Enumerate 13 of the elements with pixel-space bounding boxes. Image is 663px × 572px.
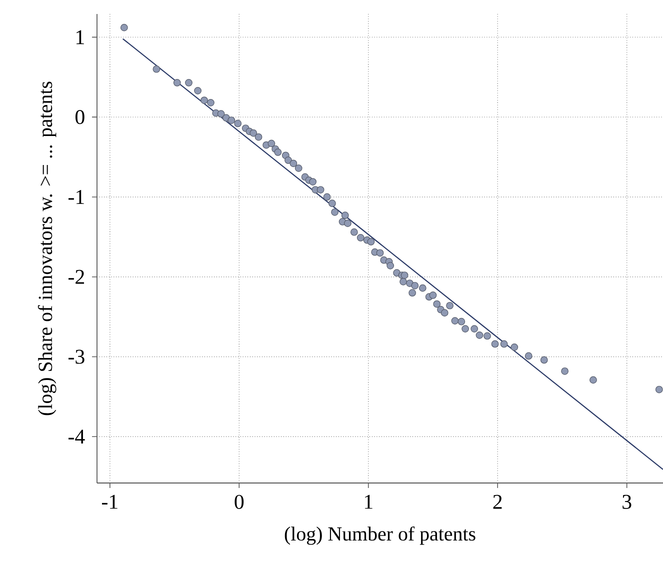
- x-tick-label: 2: [493, 494, 502, 509]
- y-tick-label: -1: [68, 190, 84, 204]
- y-tick-label: -3: [68, 350, 84, 364]
- y-tick-label: -2: [68, 270, 84, 284]
- x-tick-label: -1: [102, 494, 118, 509]
- x-axis-title: (log) Number of patents: [284, 526, 476, 545]
- x-tick-label: 3: [622, 494, 632, 509]
- x-tick-label: 0: [234, 494, 244, 509]
- y-tick-label: -4: [68, 430, 85, 444]
- y-tick-label: 1: [76, 30, 84, 44]
- y-axis-title: (log) Share of innovators w. >= ... patents: [38, 82, 56, 416]
- x-tick-label: 1: [364, 494, 372, 509]
- y-tick-label: 0: [75, 110, 84, 124]
